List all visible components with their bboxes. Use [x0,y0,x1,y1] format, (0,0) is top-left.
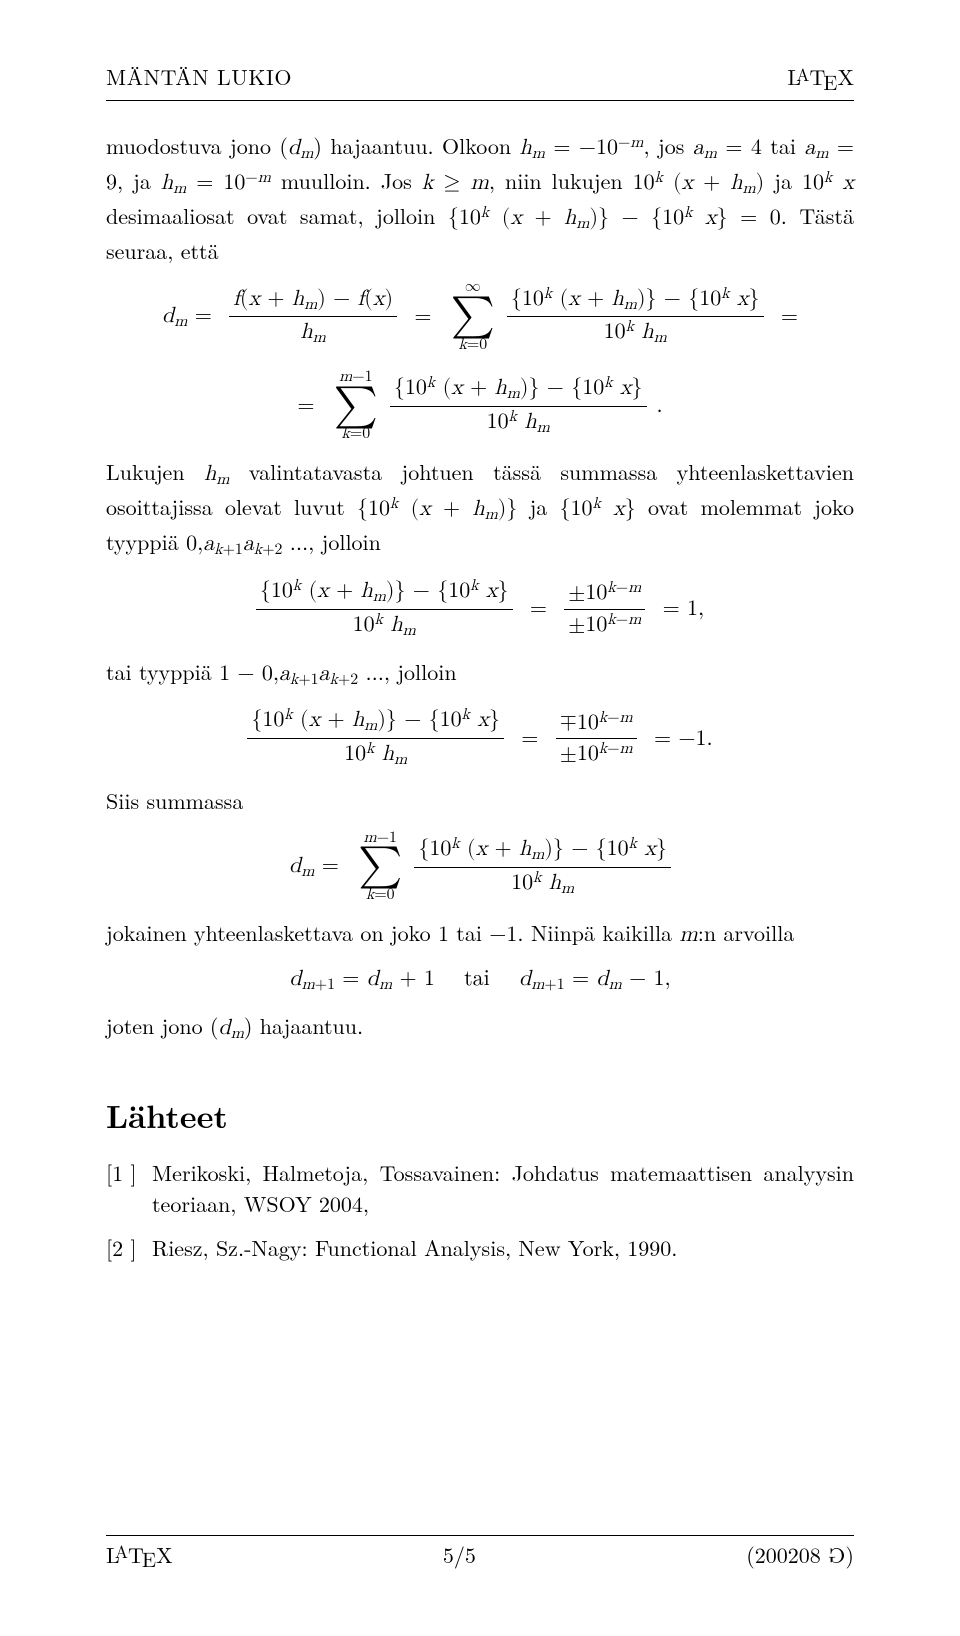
text: tai tyyppiä [106,656,219,687]
paragraph-2: Lukujen hm valintatavasta johtuen tässä … [106,457,854,561]
equation-5: dm+1 = dm + 1 tai dm+1 = dm − 1, [106,964,854,997]
text: ) hajaantuu. [244,1010,363,1041]
text: joten jono ( [106,1010,218,1041]
body: muodostuva jono (dm) hajaantuu. Olkoon h… [106,131,854,1263]
text: muodostuva jono ( [106,130,288,161]
page: MÄNTÄN LUKIO LATEX muodostuva jono (dm) … [0,0,960,1636]
footer-right: (200208 G) [746,1540,854,1574]
page-header: MÄNTÄN LUKIO LATEX [106,62,854,101]
text: jokainen yhteenlaskettava on joko 1 tai … [106,917,679,948]
latex-logo-bottom: LATEX [106,1540,173,1574]
text: , jolloin [384,656,457,687]
reference-item: [2 ] Riesz, Sz.-Nagy: Functional Analysi… [106,1233,854,1263]
text: , jos [643,130,692,161]
reference-text: Riesz, Sz.-Nagy: Functional Analysis, Ne… [152,1233,677,1263]
latex-logo-top: LATEX [787,62,854,96]
equation-1: dm = f(x + hm) − f(x) hm = ∞∑k=0 {10k (x… [106,280,854,443]
reference-text: Merikoski, Halmetoja, Tossavainen: Johda… [152,1158,854,1219]
paragraph-4: Siis summassa [106,786,854,816]
page-number: 5/5 [443,1540,476,1574]
text: desimaaliosat ovat samat, jolloin [106,200,448,231]
text: ja [517,491,559,522]
reference-item: [1 ] Merikoski, Halmetoja, Tossavainen: … [106,1158,854,1219]
text: , ja [117,165,161,196]
text: tai [762,130,804,161]
header-left: MÄNTÄN LUKIO [106,62,292,92]
paragraph-6: joten jono (dm) hajaantuu. [106,1011,854,1046]
reference-label: [2 ] [106,1233,152,1263]
equation-3: {10k (x + hm)} − {10k x} 10k hm = ∓10k−m… [106,705,854,772]
text: :n arvoilla [698,917,795,948]
page-footer: LATEX 5/5 (200208 G) [106,1535,854,1574]
reference-label: [1 ] [106,1158,152,1219]
text: ja [764,165,802,196]
equation-4: dm = m−1∑k=0 {10k (x + hm)} − {10k x} 10… [106,831,854,904]
text: Lukujen [106,456,204,487]
text: ) hajaantuu. Olkoon [313,130,519,161]
references-heading: Lähteet [106,1094,854,1138]
paragraph-1: muodostuva jono (dm) hajaantuu. Olkoon h… [106,131,854,266]
paragraph-5: jokainen yhteenlaskettava on joko 1 tai … [106,918,854,950]
text: muulloin. Jos [271,165,422,196]
paragraph-3: tai tyyppiä 1 − 0,ak+1ak+2 …, jolloin [106,657,854,692]
text: , jolloin [308,526,381,557]
text: , niin lukujen [489,165,633,196]
equation-2: {10k (x + hm)} − {10k x} 10k hm = ±10k−m… [106,576,854,643]
